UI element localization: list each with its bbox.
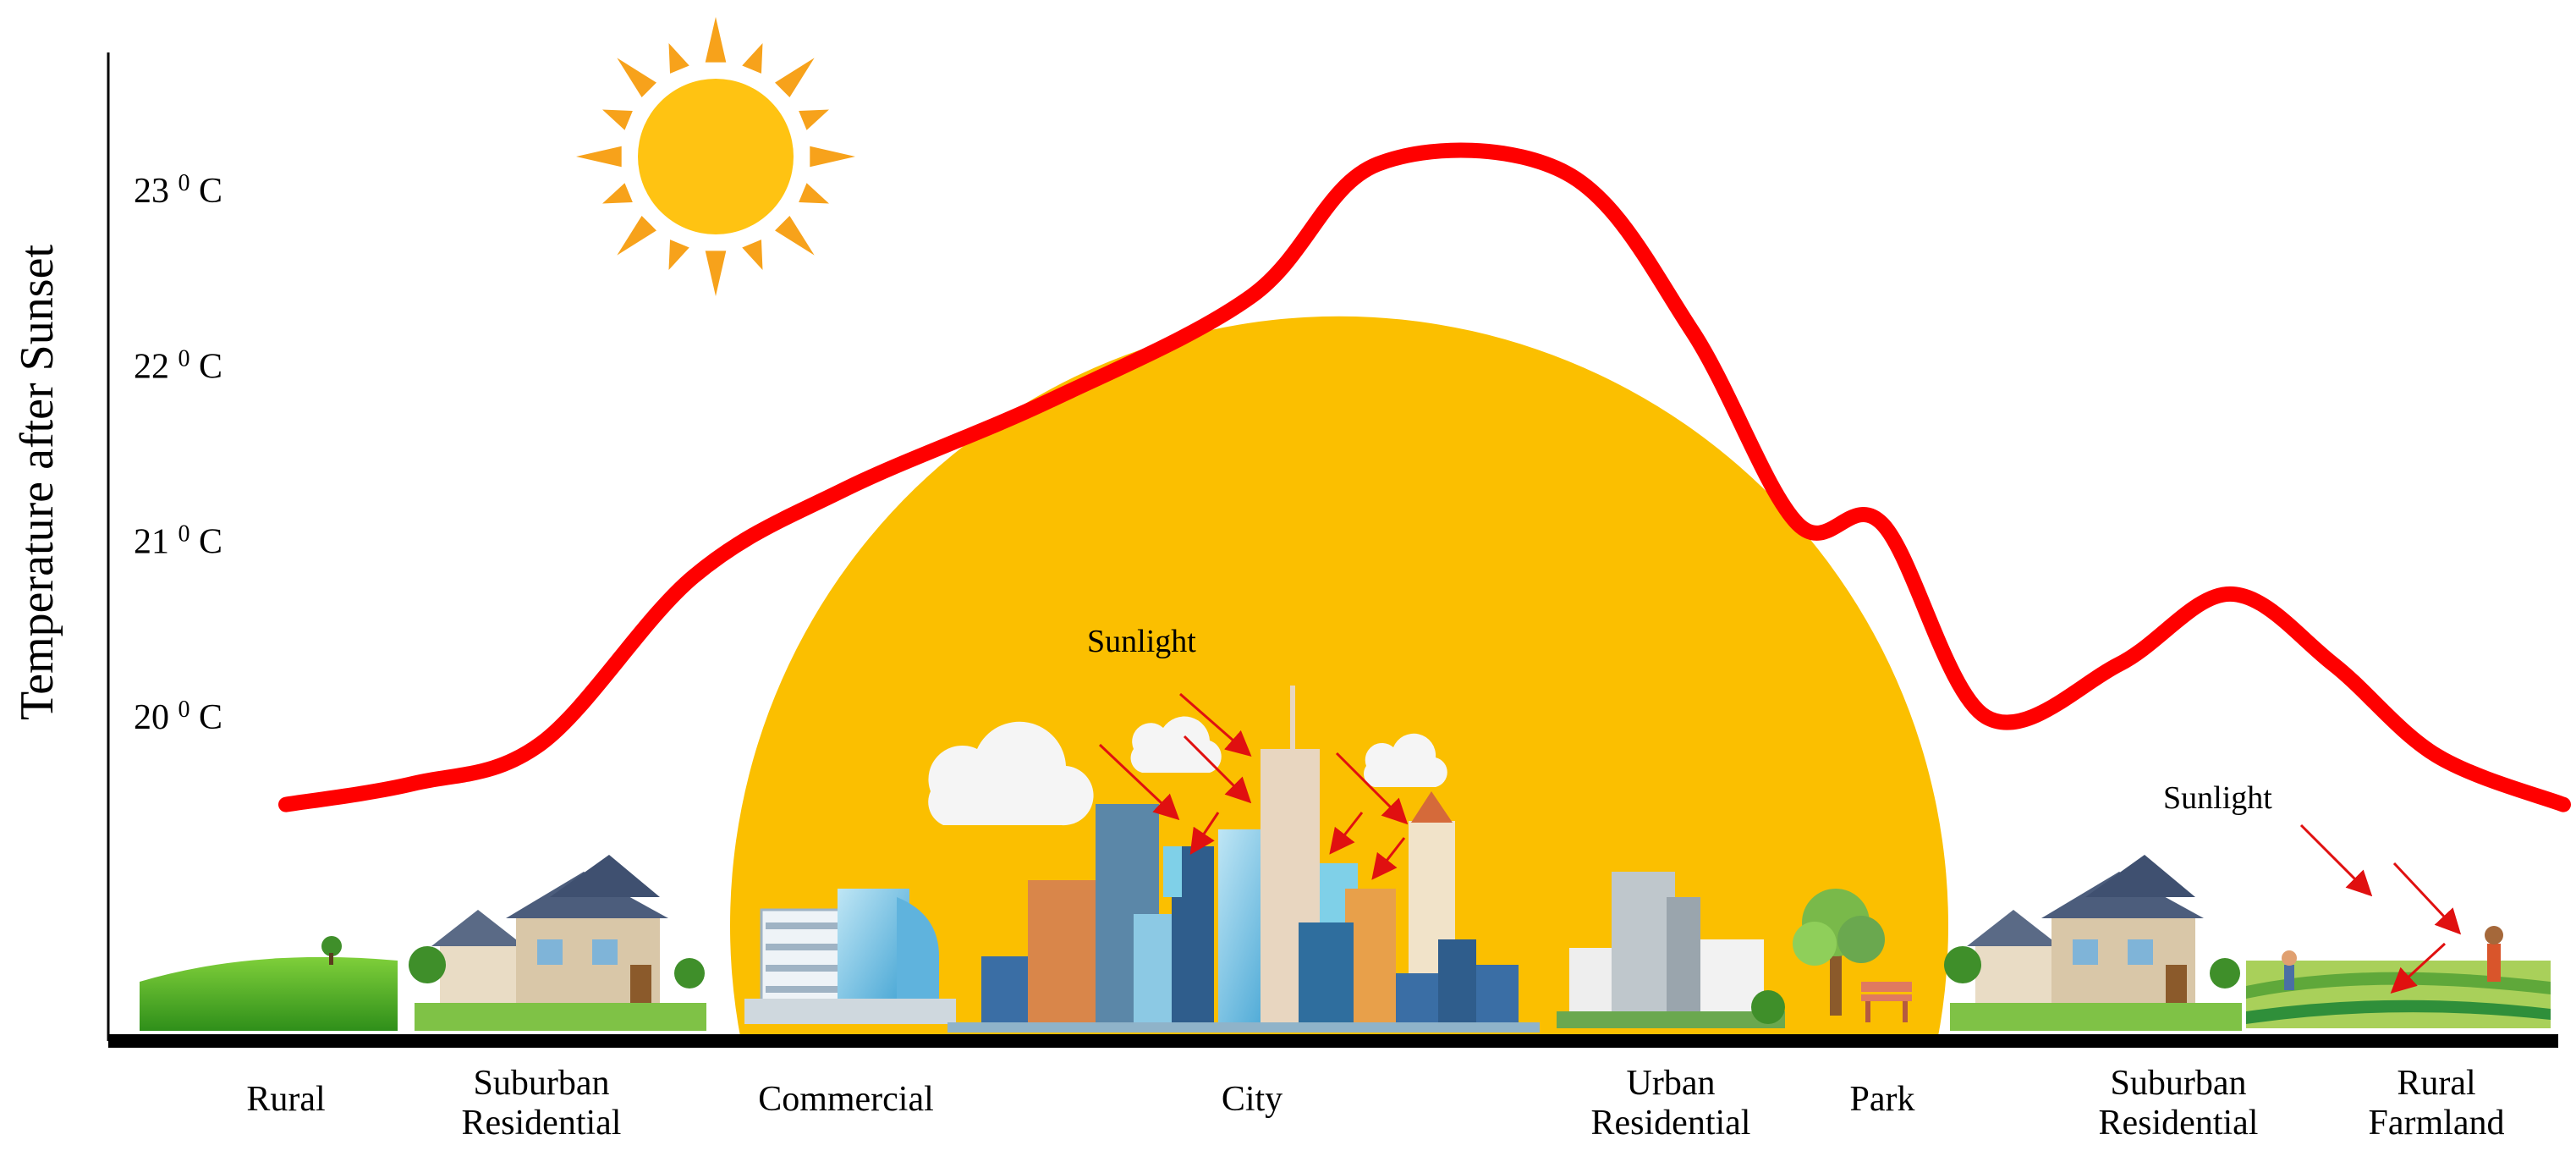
commercial-building-icon bbox=[744, 889, 956, 1024]
x-category-label: City bbox=[1222, 1080, 1283, 1119]
x-category-label: Suburban Residential bbox=[2099, 1064, 2259, 1143]
sun-ray bbox=[668, 240, 689, 270]
sun-ray bbox=[576, 146, 622, 168]
park-tree-icon bbox=[1793, 889, 1912, 1022]
sun-ray bbox=[705, 17, 727, 63]
sun-ray bbox=[775, 58, 815, 97]
suburban-house-icon bbox=[409, 855, 706, 1031]
sun-ray bbox=[742, 240, 763, 270]
y-axis-label: Temperature after Sunset bbox=[11, 245, 63, 720]
sun-ray bbox=[705, 251, 727, 296]
x-category-label: Rural bbox=[246, 1080, 325, 1119]
x-category-labels: Rural Suburban Residential Commercial City Ur… bbox=[246, 1064, 2504, 1143]
farmland-icon bbox=[2246, 926, 2551, 1028]
sun-ray bbox=[799, 109, 829, 130]
sun-ray bbox=[617, 58, 656, 97]
sun-ray bbox=[602, 183, 633, 204]
x-category-label: Rural Farmland bbox=[2369, 1064, 2505, 1143]
city-skyline-icon bbox=[947, 686, 1540, 1033]
urban-apartment-icon bbox=[1557, 872, 1785, 1028]
sunlight-label-farmland: Sunlight bbox=[2163, 780, 2272, 816]
sun-ray bbox=[668, 43, 689, 74]
y-tick-labels: 20 0 C 21 0 C 22 0 C 23 0 C bbox=[134, 170, 222, 737]
suburban-house-icon-2 bbox=[1944, 855, 2242, 1031]
y-tick-label: 21 0 C bbox=[134, 521, 222, 562]
sun-ray bbox=[799, 183, 829, 204]
x-category-label: Park bbox=[1850, 1080, 1915, 1119]
sun-ray bbox=[602, 109, 633, 130]
sun-ray bbox=[742, 43, 763, 74]
x-category-label: Urban Residential bbox=[1591, 1064, 1751, 1143]
sun-ray bbox=[617, 216, 656, 256]
y-tick-label: 20 0 C bbox=[134, 697, 222, 737]
sun-ray bbox=[810, 146, 855, 168]
sun-disc-backdrop bbox=[730, 316, 1948, 1041]
sunlight-arrows-city bbox=[1098, 692, 1409, 880]
sun-icon bbox=[576, 17, 855, 296]
sun-ray bbox=[775, 216, 815, 256]
x-category-label: Suburban Residential bbox=[462, 1064, 622, 1143]
cloud-icon bbox=[928, 716, 1447, 826]
x-axis bbox=[108, 1034, 2558, 1048]
sunlight-arrows-farmland bbox=[2299, 823, 2462, 994]
y-tick-label: 22 0 C bbox=[134, 345, 222, 386]
x-category-label: Commercial bbox=[758, 1080, 934, 1119]
sunlight-label-city: Sunlight bbox=[1087, 624, 1196, 659]
temperature-curve bbox=[278, 142, 2571, 812]
y-tick-label: 23 0 C bbox=[134, 170, 222, 211]
grass-field-icon bbox=[140, 936, 398, 1031]
